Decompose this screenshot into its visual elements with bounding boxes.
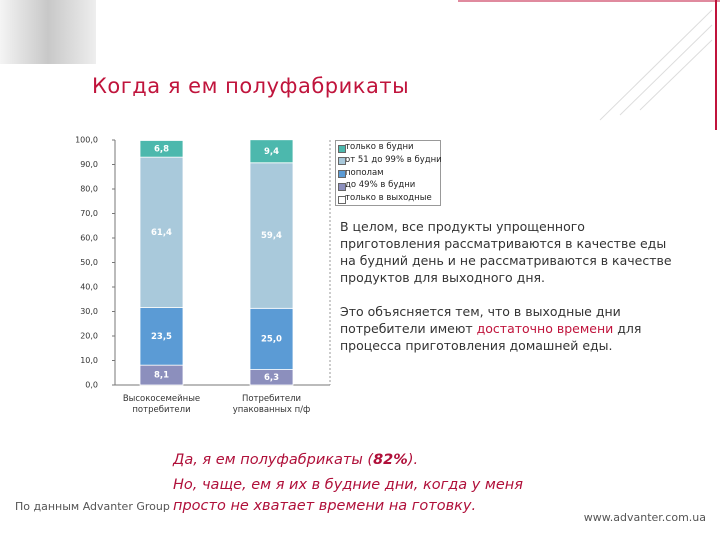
legend-swatch — [338, 182, 346, 191]
paragraph: В целом, все продукты упрощенного пригот… — [340, 219, 672, 285]
value-label: 6,8 — [154, 144, 169, 154]
legend-item: только в выходные — [336, 192, 440, 205]
value-label: 6,3 — [264, 373, 279, 383]
legend-item: от 51 до 99% в будни — [336, 154, 442, 167]
bar-segment — [139, 156, 184, 308]
legend-label: только в будни — [345, 142, 414, 152]
y-tick-label: 90,0 — [80, 160, 98, 169]
bar-segment — [249, 307, 294, 370]
y-tick-label: 20,0 — [80, 332, 98, 341]
legend-swatch — [338, 157, 346, 166]
text: ). — [407, 452, 419, 468]
website: www.advanter.com.ua — [583, 511, 706, 524]
legend-swatch — [338, 144, 346, 153]
value-label: 25,0 — [261, 334, 282, 344]
y-tick-label: 50,0 — [80, 258, 98, 267]
legend-label: до 49% в будни — [345, 180, 416, 191]
highlight: 82% — [373, 452, 408, 468]
slide-title: Когда я ем полуфабрикаты — [92, 74, 410, 98]
value-label: 8,1 — [154, 371, 169, 381]
legend-item: до 49% в будни — [336, 179, 440, 192]
y-tick-label: 60,0 — [80, 234, 98, 243]
highlight: достаточно времени — [476, 321, 614, 336]
text: Это объясняется тем, что в выходные дни … — [340, 304, 621, 336]
y-tick-label: 0,0 — [85, 381, 98, 390]
legend-label: только в выходные — [345, 193, 432, 204]
bar-segment — [249, 139, 294, 164]
legend-swatch — [338, 170, 346, 179]
y-tick-label: 100,0 — [75, 136, 98, 145]
body-text: В целом, все продукты упрощенного пригот… — [340, 218, 680, 371]
header-image — [0, 0, 96, 64]
y-tick-label: 40,0 — [80, 283, 98, 292]
bar-segment — [249, 162, 294, 309]
legend-swatch — [338, 195, 346, 204]
text: Да, я ем полуфабрикаты ( — [173, 452, 374, 468]
legend-item: пополам — [336, 167, 440, 180]
quote: Да, я ем полуфабрикаты (82%). Но, чаще, … — [173, 450, 573, 521]
y-tick-label: 10,0 — [80, 356, 98, 365]
source: По данным Advanter Group — [15, 500, 170, 513]
value-label: 23,5 — [151, 332, 172, 342]
text: для процесса приготовления домашней еды. — [340, 321, 642, 353]
legend-label: от 51 до 99% в будни — [345, 154, 442, 165]
value-label: 9,4 — [264, 147, 279, 157]
value-label: 59,4 — [261, 231, 282, 241]
quote-line: Да, я ем полуфабрикаты (82%). — [173, 450, 573, 471]
x-tick-label: Высокосемейные потребители — [122, 394, 201, 415]
decor-lines — [599, 9, 713, 121]
paragraph: Это объясняется тем, что в выходные дни … — [340, 303, 680, 354]
y-tick-label: 80,0 — [80, 185, 98, 194]
x-tick-label: Потребители упакованных п/ф — [232, 394, 311, 415]
bar-segment — [139, 307, 184, 366]
y-tick-label: 30,0 — [80, 307, 98, 316]
value-label: 61,4 — [151, 228, 172, 238]
quote-line: Но, чаще, ем я их в будние дни, когда у … — [173, 477, 523, 514]
legend: только в будни от 51 до 99% в будни попола… — [335, 140, 442, 206]
y-tick-label: 70,0 — [80, 209, 98, 218]
legend-item: только в будни — [336, 141, 440, 154]
legend-label: пополам — [345, 167, 384, 178]
bar-segment — [139, 140, 184, 158]
